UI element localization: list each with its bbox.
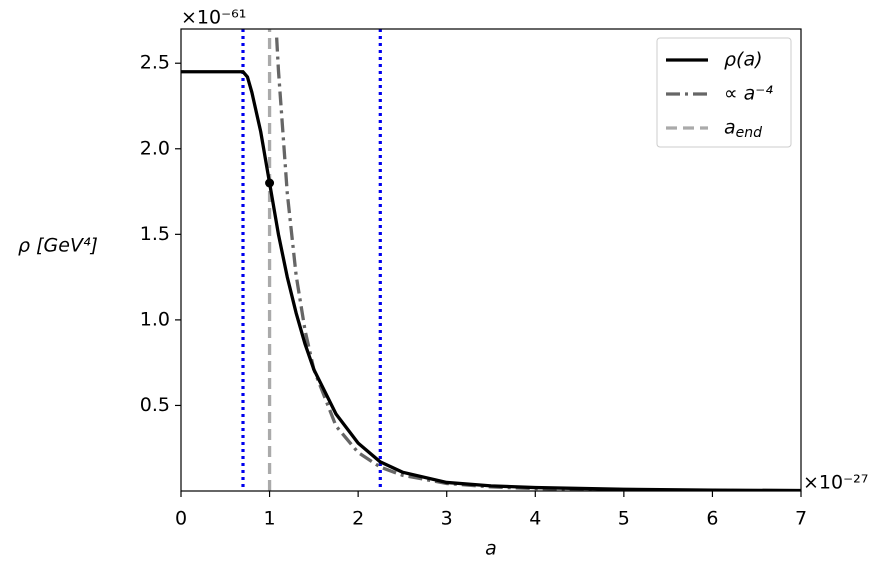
y-tick-label: 2.5 — [140, 52, 170, 74]
series-line — [181, 70, 801, 491]
y-tick-label: 0.5 — [140, 394, 170, 416]
legend-box — [656, 37, 792, 148]
x-tick-label: 6 — [706, 508, 718, 530]
legend-label: ∝ a⁻⁴ — [724, 83, 773, 105]
x-tick-label: 3 — [441, 508, 453, 530]
y-tick-label: 1.5 — [140, 223, 170, 245]
y-multiplier: ×10⁻⁶¹ — [181, 7, 246, 29]
legend-label-sub: end — [736, 125, 762, 141]
x-multiplier: ×10⁻²⁷ — [803, 472, 868, 494]
x-tick-label: 5 — [618, 508, 630, 530]
x-tick-label: 0 — [175, 508, 187, 530]
x-tick-label: 7 — [795, 508, 807, 530]
x-axis-label: a — [485, 538, 497, 560]
y-tick-label: 2.0 — [140, 137, 170, 159]
x-tick-label: 1 — [264, 508, 276, 530]
y-axis-label: ρ [GeV⁴] — [18, 235, 98, 257]
marker — [265, 178, 275, 188]
legend-label: ρ(a) — [724, 49, 763, 71]
y-tick-label: 1.0 — [140, 308, 170, 330]
x-tick-label: 4 — [529, 508, 541, 530]
x-tick-label: 2 — [352, 508, 364, 530]
plot-frame — [180, 28, 802, 492]
